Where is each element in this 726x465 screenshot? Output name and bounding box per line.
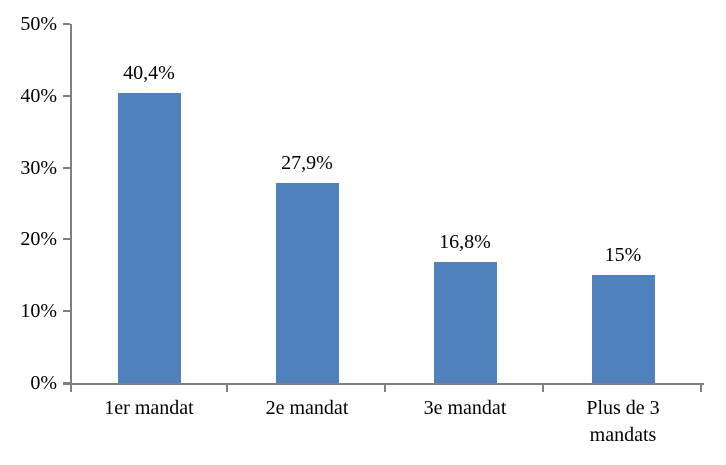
y-axis-tick-label: 30% — [20, 156, 57, 179]
y-tick — [63, 310, 70, 313]
bar-value-label: 40,4% — [123, 61, 175, 84]
y-tick — [63, 94, 70, 97]
x-tick — [226, 383, 228, 392]
y-tick — [63, 23, 70, 25]
x-tick — [542, 383, 544, 392]
y-axis-tick-label: 20% — [20, 228, 57, 251]
y-tick — [63, 382, 70, 384]
bar-value-label: 16,8% — [439, 231, 491, 254]
x-tick — [70, 383, 72, 392]
y-axis-tick-label: 0% — [30, 372, 57, 394]
y-axis-tick-label: 40% — [20, 84, 57, 107]
bar-2 — [275, 182, 339, 383]
y-axis-tick-label: 10% — [20, 300, 57, 323]
x-axis-category-label: 3e mandat — [423, 397, 507, 419]
bar-value-label: 27,9% — [281, 151, 333, 174]
bar-4 — [591, 275, 655, 383]
bar-1 — [117, 92, 181, 383]
x-tick — [384, 383, 386, 392]
x-axis-category-label: 1er mandat — [104, 397, 194, 419]
x-axis-line — [63, 383, 704, 385]
bar-value-label: 15% — [604, 244, 642, 267]
y-tick — [63, 166, 70, 169]
y-axis-tick-label: 50% — [20, 13, 57, 35]
bar-3 — [433, 262, 497, 383]
x-axis-category-label: Plus de 3 mandats — [586, 397, 660, 446]
y-axis-line — [70, 24, 72, 390]
y-tick — [63, 238, 70, 241]
x-tick — [700, 383, 702, 392]
x-axis-category-label: 2e mandat — [265, 397, 349, 419]
